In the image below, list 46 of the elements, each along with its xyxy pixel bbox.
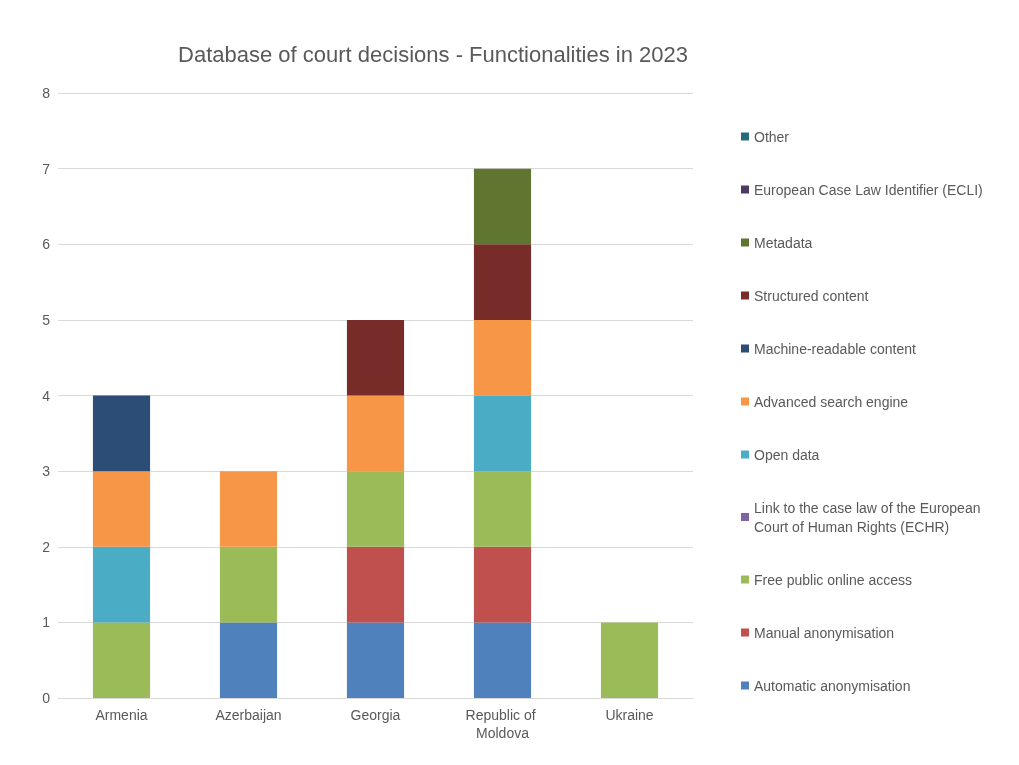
bar bbox=[346, 395, 405, 472]
bar bbox=[219, 622, 278, 698]
bar bbox=[473, 168, 532, 245]
legend-label: Manual anonymisation bbox=[754, 624, 895, 641]
x-tick-label: Georgia bbox=[350, 707, 401, 723]
bar bbox=[346, 546, 405, 623]
bar bbox=[473, 546, 532, 623]
bar bbox=[219, 546, 278, 623]
y-tick-label: 4 bbox=[42, 387, 51, 404]
x-tick-label: Azerbaijan bbox=[215, 707, 282, 723]
y-tick-label: 7 bbox=[42, 160, 51, 177]
bar bbox=[473, 622, 532, 698]
legend-label: Metadata bbox=[754, 234, 813, 251]
y-tick-label: 6 bbox=[42, 236, 51, 253]
bar bbox=[92, 546, 151, 623]
x-tick-label: Ukraine bbox=[605, 707, 654, 723]
bar bbox=[92, 622, 151, 698]
bar bbox=[92, 471, 151, 547]
legend-label: Machine-readable content bbox=[754, 340, 916, 357]
legend-label: Advanced search engine bbox=[754, 393, 909, 410]
legend-label: Other bbox=[754, 128, 790, 145]
y-tick-label: 8 bbox=[42, 85, 51, 101]
bar bbox=[600, 622, 659, 698]
bar bbox=[473, 395, 532, 472]
y-tick-label: 3 bbox=[42, 463, 51, 480]
legend-label: Structured content bbox=[754, 287, 869, 304]
legend-label: Link to the case law of the European Court of Human Rights (ECHR) bbox=[754, 499, 985, 535]
y-tick-label: 5 bbox=[42, 311, 51, 328]
chart-title: Database of court decisions - Functionalities in 2023 bbox=[178, 41, 688, 67]
bar bbox=[473, 319, 532, 396]
bar bbox=[346, 319, 405, 396]
y-tick-label: 0 bbox=[42, 690, 51, 706]
x-tick-label: Armenia bbox=[95, 707, 148, 723]
legend-label: Open data bbox=[754, 446, 820, 463]
y-tick-label: 2 bbox=[42, 538, 51, 555]
bar bbox=[346, 471, 405, 547]
legend-label: Automatic anonymisation bbox=[754, 677, 911, 694]
bar bbox=[473, 244, 532, 320]
bar bbox=[92, 395, 151, 472]
bar bbox=[473, 471, 532, 547]
legend-label: European Case Law Identifier (ECLI) bbox=[754, 181, 983, 198]
y-tick-label: 1 bbox=[42, 614, 51, 631]
legend-label: Free public online access bbox=[754, 571, 912, 588]
bar bbox=[219, 471, 278, 547]
bar bbox=[346, 622, 405, 698]
x-tick-label: Republic of Moldova bbox=[465, 707, 540, 741]
